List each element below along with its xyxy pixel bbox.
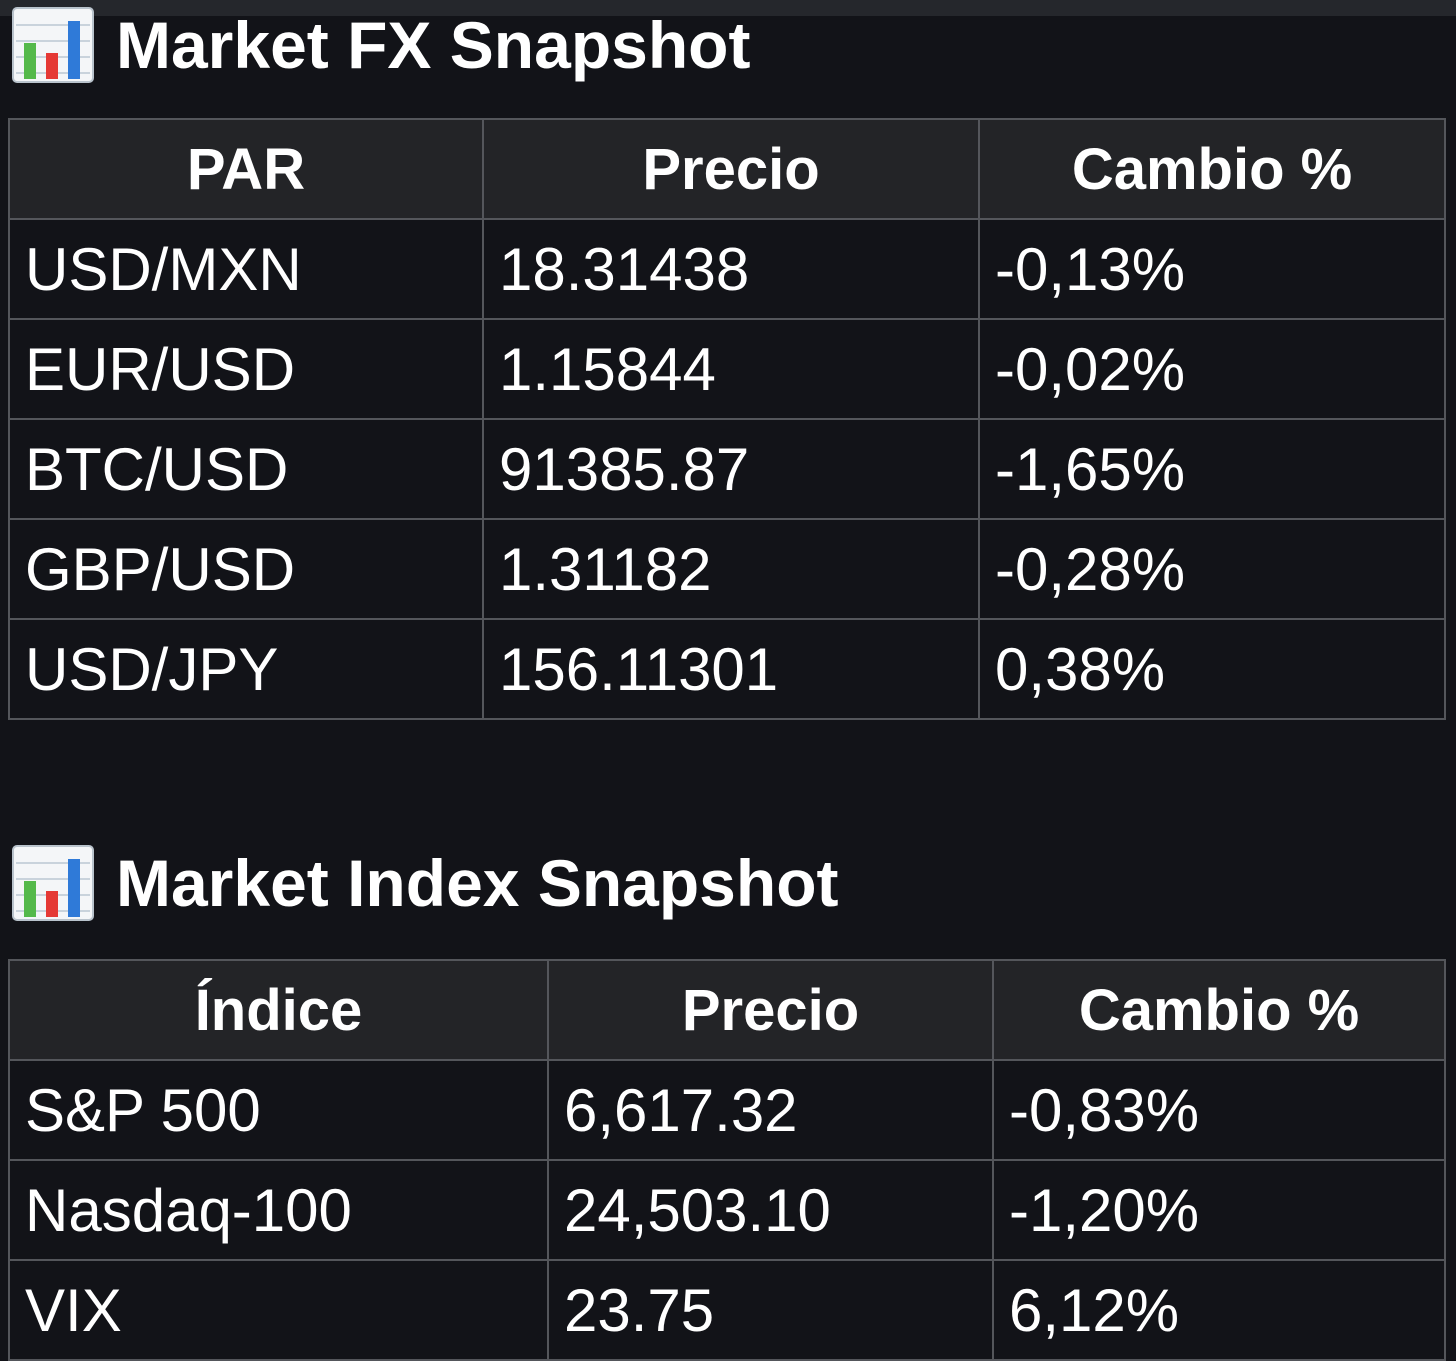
- index-section-title: Market Index Snapshot: [116, 846, 839, 920]
- pair-cell: GBP/USD: [8, 518, 484, 620]
- table-row: S&P 500 6,617.32 -0,83%: [8, 1059, 1446, 1161]
- column-header-change[interactable]: Cambio %: [978, 118, 1446, 220]
- pair-cell: USD/JPY: [8, 618, 484, 720]
- index-section-header: Market Index Snapshot: [12, 838, 839, 928]
- price-cell: 24,503.10: [547, 1159, 994, 1261]
- price-cell: 18.31438: [482, 218, 980, 320]
- fx-section-title: Market FX Snapshot: [116, 8, 751, 82]
- change-cell: 6,12%: [992, 1259, 1446, 1361]
- column-header-pair[interactable]: PAR: [8, 118, 484, 220]
- index-name-cell: VIX: [8, 1259, 549, 1361]
- fx-section-header: Market FX Snapshot: [12, 0, 750, 90]
- column-header-price[interactable]: Precio: [547, 959, 994, 1061]
- bar-chart-icon: [12, 845, 94, 921]
- change-cell: -0,13%: [978, 218, 1446, 320]
- table-row: USD/JPY 156.11301 0,38%: [8, 618, 1446, 720]
- top-bar: [0, 0, 1456, 16]
- bar-chart-icon: [12, 7, 94, 83]
- column-header-index[interactable]: Índice: [8, 959, 549, 1061]
- table-row: VIX 23.75 6,12%: [8, 1259, 1446, 1361]
- price-cell: 1.15844: [482, 318, 980, 420]
- price-cell: 1.31182: [482, 518, 980, 620]
- price-cell: 156.11301: [482, 618, 980, 720]
- table-row: Nasdaq-100 24,503.10 -1,20%: [8, 1159, 1446, 1261]
- column-header-change[interactable]: Cambio %: [992, 959, 1446, 1061]
- price-cell: 91385.87: [482, 418, 980, 520]
- table-header-row: PAR Precio Cambio %: [8, 118, 1446, 220]
- change-cell: -0,83%: [992, 1059, 1446, 1161]
- pair-cell: BTC/USD: [8, 418, 484, 520]
- price-cell: 23.75: [547, 1259, 994, 1361]
- price-cell: 6,617.32: [547, 1059, 994, 1161]
- table-row: GBP/USD 1.31182 -0,28%: [8, 518, 1446, 620]
- table-row: EUR/USD 1.15844 -0,02%: [8, 318, 1446, 420]
- pair-cell: USD/MXN: [8, 218, 484, 320]
- change-cell: -1,65%: [978, 418, 1446, 520]
- fx-table: PAR Precio Cambio % USD/MXN 18.31438 -0,…: [8, 118, 1446, 720]
- column-header-price[interactable]: Precio: [482, 118, 980, 220]
- change-cell: -0,02%: [978, 318, 1446, 420]
- change-cell: -0,28%: [978, 518, 1446, 620]
- pair-cell: EUR/USD: [8, 318, 484, 420]
- table-row: BTC/USD 91385.87 -1,65%: [8, 418, 1446, 520]
- change-cell: 0,38%: [978, 618, 1446, 720]
- table-row: USD/MXN 18.31438 -0,13%: [8, 218, 1446, 320]
- change-cell: -1,20%: [992, 1159, 1446, 1261]
- index-name-cell: Nasdaq-100: [8, 1159, 549, 1261]
- table-header-row: Índice Precio Cambio %: [8, 959, 1446, 1061]
- index-name-cell: S&P 500: [8, 1059, 549, 1161]
- index-table: Índice Precio Cambio % S&P 500 6,617.32 …: [8, 959, 1446, 1361]
